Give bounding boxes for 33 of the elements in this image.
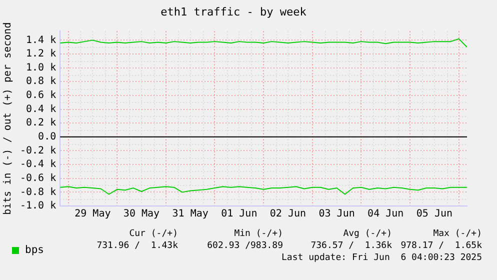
text: Avg (-/+)	[343, 229, 392, 239]
x-tick-label: 02 Jun	[270, 208, 306, 220]
text: Cur (-/+)	[129, 229, 178, 239]
text: Last update: Fri Jun 6 04:00:23 2025	[282, 253, 482, 263]
x-tick-label: 03 Jun	[318, 208, 355, 220]
text: Min (-/+)	[234, 229, 283, 239]
y-tick-label: 0.4 k	[26, 104, 56, 115]
y-tick-label: -0.8 k	[20, 186, 56, 198]
y-axis-title: bits in (-) / out (+) per second	[2, 22, 14, 215]
x-tick-label: 31 May	[172, 208, 208, 220]
text: 736.57 / 1.36k	[310, 241, 392, 251]
text: 602.93 /983.89	[207, 241, 283, 251]
y-tick-label: -1.0 k	[20, 200, 56, 212]
y-tick-label: 0.8 k	[26, 76, 56, 88]
x-tick-label: 30 May	[123, 208, 160, 220]
x-tick-label: 01 Jun	[221, 208, 258, 220]
y-tick-label: 1.0 k	[26, 62, 56, 74]
y-tick-label: -0.4 k	[20, 159, 56, 170]
chart-title: eth1 traffic - by week	[160, 5, 307, 18]
text: 731.96 / 1.43k	[96, 241, 178, 251]
x-tick-label: 04 Jun	[368, 208, 404, 220]
y-tick-label: 1.4 k	[26, 34, 56, 46]
legend-label: bps	[25, 244, 44, 256]
text: Max (-/+)	[433, 229, 482, 239]
text: 978.17 / 1.65k	[400, 241, 482, 251]
x-tick-label: 05 Jun	[416, 208, 453, 220]
y-tick-label: 0.0	[38, 132, 56, 143]
y-tick-label: -0.2 k	[20, 145, 56, 156]
y-tick-label: 0.6 k	[26, 90, 56, 102]
y-tick-label: -0.6 k	[20, 172, 56, 184]
y-tick-label: 1.2 k	[26, 48, 56, 60]
y-tick-label: 0.2 k	[26, 118, 56, 129]
x-tick-label: 29 May	[74, 208, 111, 220]
